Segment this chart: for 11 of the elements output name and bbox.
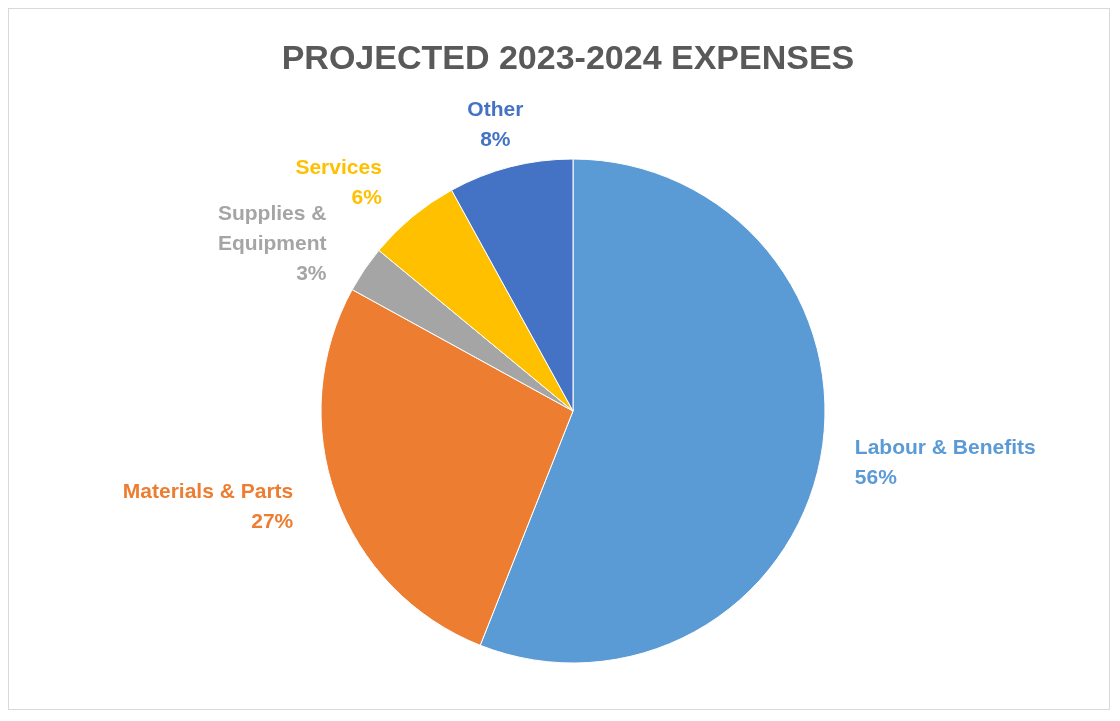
data-label: 27%: [251, 508, 294, 532]
data-label: 3%: [296, 260, 327, 284]
data-label: 6%: [351, 184, 383, 208]
data-label: 8%: [480, 126, 511, 150]
slice-label: Services: [295, 154, 382, 178]
slice-label: Materials & Parts: [122, 478, 294, 502]
slice-label: Supplies & Equipment: [217, 200, 327, 254]
data-label: 56%: [854, 464, 898, 488]
slice-label: Labour & Benefits: [854, 434, 1036, 458]
slice-label: Other: [467, 96, 524, 120]
chart-title: PROJECTED 2023-2024 EXPENSES: [281, 38, 855, 76]
